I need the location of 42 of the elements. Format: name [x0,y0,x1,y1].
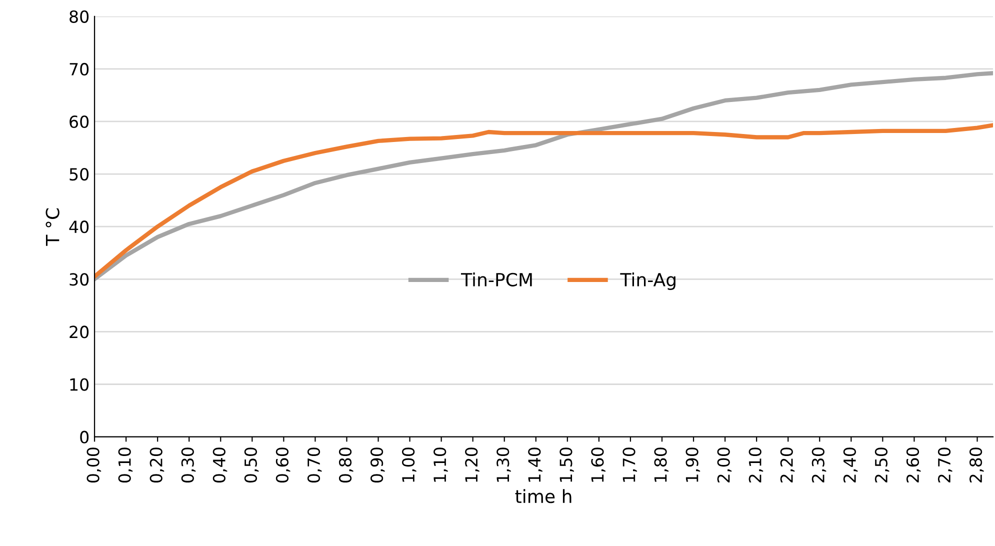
x-tick-label: 0,30 [181,448,196,483]
x-tick-label: 1,80 [654,448,669,482]
x-tick-label: 0,00 [86,448,102,483]
x-tick-label: 1,50 [560,448,574,482]
x-tick-label: 2,70 [938,448,952,482]
x-tick-label: 2,80 [969,448,984,482]
y-tick-label: 30 [70,273,89,286]
x-tick-label: 0,70 [307,448,322,483]
y-tick-label: 80 [70,10,89,23]
legend-label: Tin-Ag [620,272,676,290]
x-tick-label: 1,00 [402,448,416,482]
x-axis-title: time h [515,489,572,504]
x-tick-label: 2,30 [812,448,826,482]
x-tick-label: 1,30 [496,448,511,482]
x-tick-label: 1,20 [465,448,480,482]
x-tick-label: 1,10 [434,448,448,482]
x-tick-label: 0,10 [118,448,133,483]
x-tick-label: 0,40 [212,448,228,483]
y-tick-label: 40 [69,220,89,234]
y-tick-label: 0 [80,430,89,444]
x-tick-label: 2,40 [843,448,858,482]
y-tick-label: 20 [70,326,89,338]
x-tick-label: 2,20 [780,448,795,482]
x-tick-label: 0,90 [370,448,385,483]
x-tick-label: 0,80 [338,448,354,483]
x-tick-label: 1,70 [622,448,637,482]
x-tick-label: 1,60 [591,448,606,482]
x-tick-label: 2,60 [906,448,921,482]
x-tick-label: 2,50 [874,448,890,482]
x-tick-label: 1,90 [686,448,700,482]
y-tick-label: 60 [70,115,89,128]
x-tick-label: 0,50 [244,448,259,483]
x-tick-label: 0,60 [276,448,290,483]
x-tick-label: 1,40 [528,448,542,482]
y-tick-label: 70 [70,62,89,76]
y-tick-label: 50 [70,168,89,181]
x-tick-label: 2,10 [748,448,764,482]
x-tick-label: 2,00 [717,448,732,482]
legend-label: Tin-PCM [460,272,532,286]
x-tick-label: 0,20 [150,448,164,483]
y-tick-label: 10 [70,378,89,391]
y-axis-title: T °C [46,208,60,246]
